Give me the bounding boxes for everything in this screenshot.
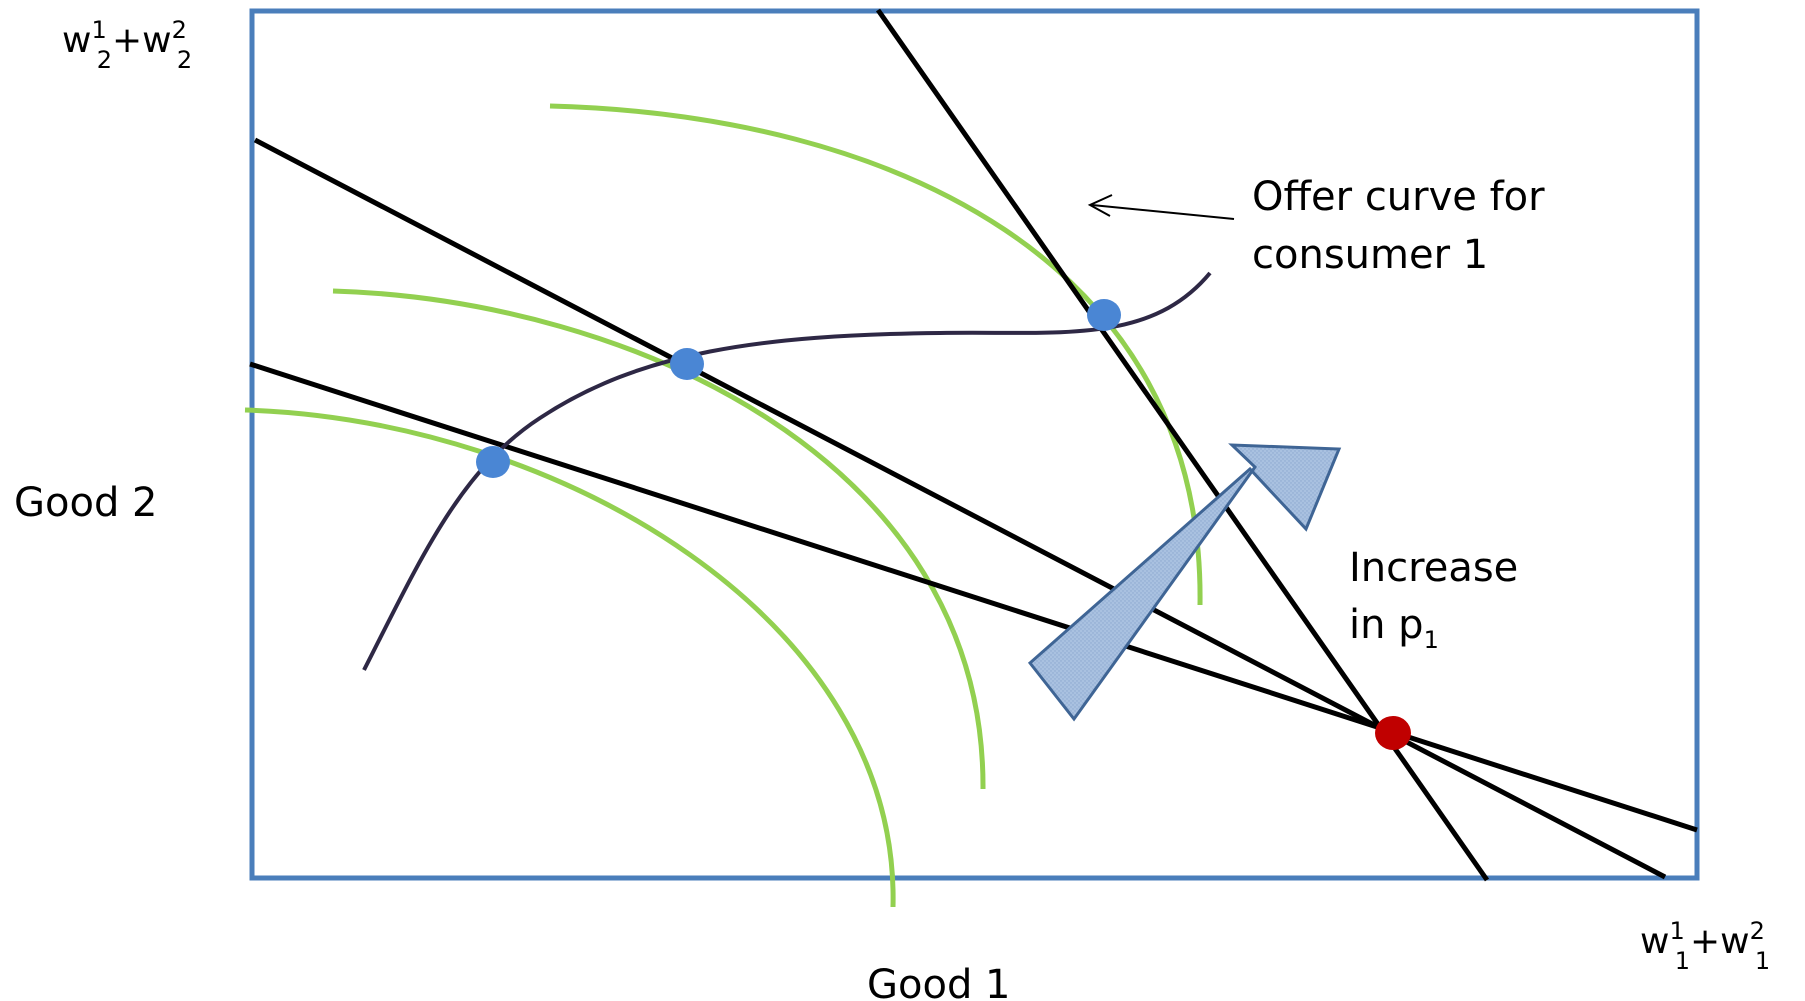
x-endowment-sub1: 1 <box>1675 947 1690 975</box>
x-endowment-sup2: 2 <box>1750 917 1765 945</box>
offer-curve-label-line2: consumer 1 <box>1252 232 1488 278</box>
y-endowment-w: w <box>62 20 91 61</box>
increase-label-line1: Increase <box>1349 545 1518 591</box>
endowment-point <box>1375 716 1411 750</box>
tangency-point-1 <box>476 446 510 478</box>
thin-arrow-left-icon <box>1087 194 1113 217</box>
indifference-curve-1 <box>244 407 896 908</box>
budget-line-flat <box>249 361 1698 833</box>
budget-line-medium <box>253 137 1667 880</box>
x-endowment-sup1: 1 <box>1669 917 1684 945</box>
indifference-curve-3 <box>549 103 1203 606</box>
y-endowment-sup2: 2 <box>172 16 187 44</box>
indifference-curve-2 <box>332 288 986 790</box>
x-endowment-plus-w: +w <box>1690 921 1750 962</box>
edgeworth-box-frame <box>249 8 1700 881</box>
y-endowment-sub2: 2 <box>177 46 192 74</box>
offer-curve-consumer-1 <box>362 271 1212 671</box>
offer-curve-label-line1: Offer curve for <box>1252 174 1545 220</box>
svg-text:w11+w21: w1 1+w2 1 <box>1640 917 1770 975</box>
increase-label-line2: in p1 <box>1349 602 1439 654</box>
tangency-point-2 <box>670 348 704 380</box>
increase-label-sub: 1 <box>1424 626 1439 654</box>
increase-label-prefix: in p <box>1349 602 1424 648</box>
x-axis-label: Good 1 <box>867 962 1011 1001</box>
y-endowment-sup1: 1 <box>91 16 106 44</box>
y-endowment-label: w1 2+w2 2 <box>62 16 192 74</box>
x-endowment-sub2: 1 <box>1755 947 1770 975</box>
block-arrow-up-right-icon <box>1027 443 1342 722</box>
x-endowment-label: w1 1+w2 1 <box>1640 917 1770 975</box>
x-endowment-w: w <box>1640 921 1669 962</box>
y-endowment-sub1: 2 <box>97 46 112 74</box>
pointer-arrow-shaft <box>1091 204 1235 220</box>
y-endowment-plus-w: +w <box>112 20 172 61</box>
tangency-point-3 <box>1087 299 1121 331</box>
svg-text:w12+w22: w1 2+w2 2 <box>62 16 192 74</box>
y-axis-label: Good 2 <box>14 480 158 526</box>
